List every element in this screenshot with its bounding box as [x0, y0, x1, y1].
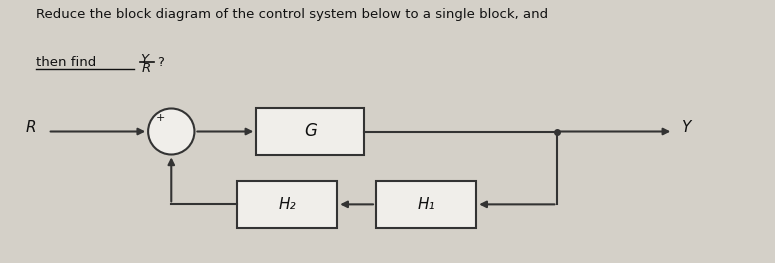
- FancyBboxPatch shape: [376, 181, 477, 228]
- FancyBboxPatch shape: [257, 108, 364, 155]
- Text: Reduce the block diagram of the control system below to a single block, and: Reduce the block diagram of the control …: [36, 8, 548, 21]
- Ellipse shape: [148, 109, 195, 154]
- Text: ?: ?: [157, 55, 164, 69]
- Text: H₂: H₂: [278, 197, 296, 212]
- Text: Y: Y: [681, 120, 691, 135]
- Text: G: G: [304, 123, 317, 140]
- Text: R: R: [26, 120, 36, 135]
- Text: then find: then find: [36, 56, 96, 69]
- Text: +: +: [157, 113, 166, 123]
- Text: H₁: H₁: [417, 197, 435, 212]
- FancyBboxPatch shape: [237, 181, 337, 228]
- Text: R: R: [141, 62, 150, 75]
- Text: Y: Y: [140, 53, 149, 67]
